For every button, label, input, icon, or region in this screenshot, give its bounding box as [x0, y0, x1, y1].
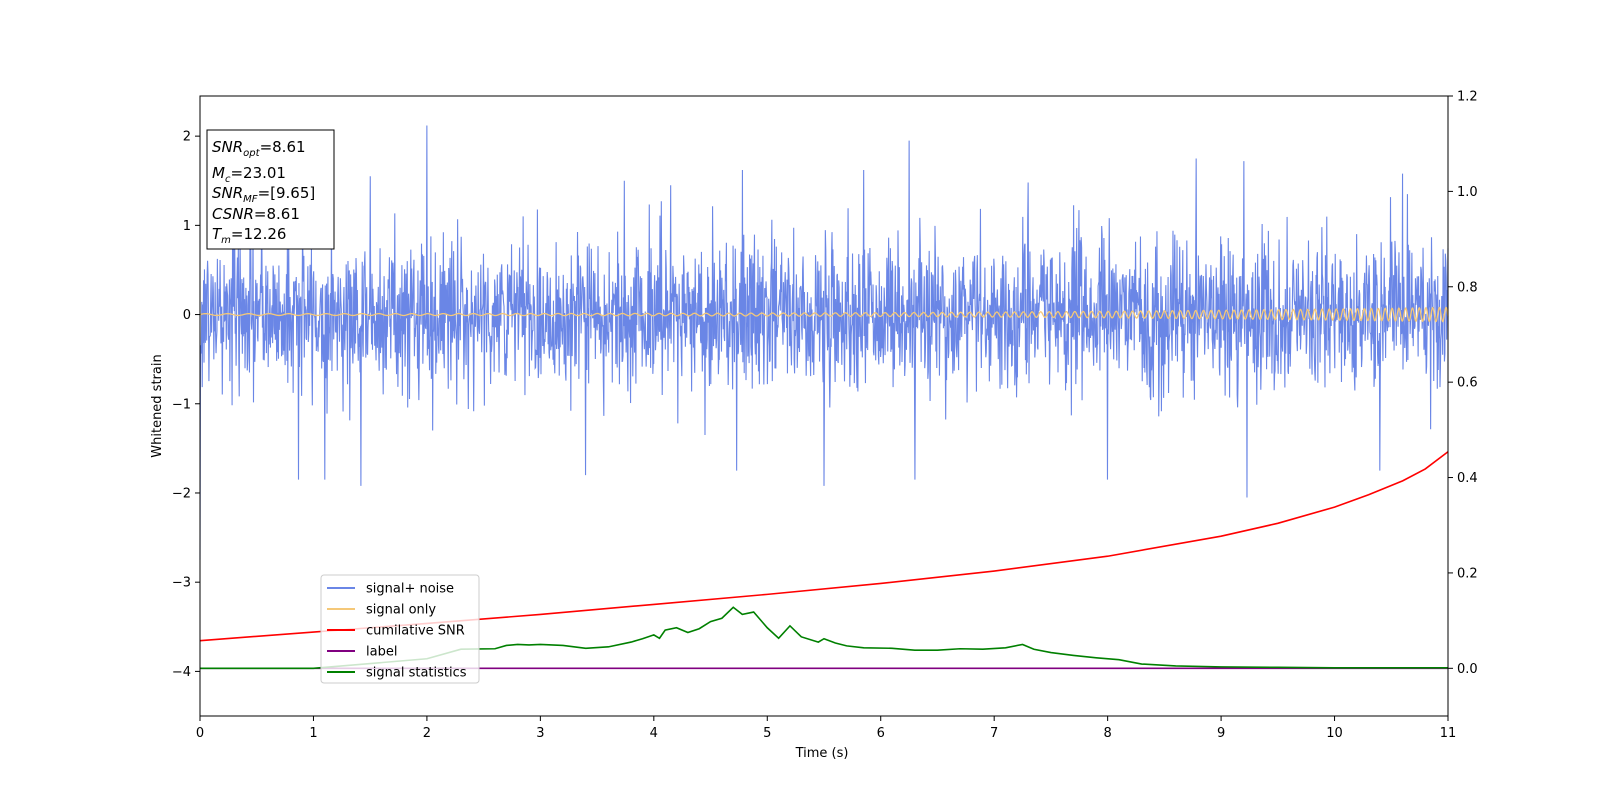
y2-tick-label: 1.2	[1457, 90, 1478, 105]
y2-tick-label: 0.8	[1457, 280, 1478, 295]
legend-label: label	[366, 645, 397, 660]
y2-tick-label: 0.6	[1457, 376, 1478, 391]
legend: signal+ noise signal only cumilative SNR la…	[320, 574, 480, 684]
y-axis-left: −4 −3 −2 −1 0 1 2	[172, 130, 200, 680]
x-tick-label: 8	[1103, 726, 1111, 741]
x-axis-label: Time (s)	[795, 746, 849, 761]
legend-label: cumilative SNR	[366, 624, 465, 639]
annotation-snr-mf: SNRMF=[9.65]	[212, 184, 315, 205]
x-tick-label: 5	[763, 726, 771, 741]
x-axis: 0 1 2 3 4 5 6 7 8 9 10 11	[196, 716, 1456, 741]
annotation-tm: Tm=12.26	[212, 225, 286, 246]
y-tick-label: −1	[172, 397, 191, 412]
x-tick-label: 10	[1326, 726, 1343, 741]
plot-frame	[199, 95, 1449, 717]
x-tick-label: 4	[650, 726, 658, 741]
y-tick-label: −2	[172, 486, 191, 501]
legend-label: signal statistics	[366, 666, 467, 681]
y2-tick-label: 0.2	[1457, 566, 1478, 581]
legend-frame	[320, 574, 480, 684]
annotation-mc: Mc=23.01	[212, 164, 286, 185]
signal-noise-layer	[199, 125, 1449, 560]
legend-label: signal+ noise	[366, 582, 454, 597]
legend-label: signal only	[366, 603, 436, 618]
x-tick-label: 6	[877, 726, 885, 741]
y-tick-label: 1	[183, 219, 191, 234]
x-tick-label: 9	[1217, 726, 1225, 741]
series-signal-statistics	[200, 606, 1448, 670]
x-tick-label: 0	[196, 726, 204, 741]
y-tick-label: −3	[172, 576, 191, 591]
y2-tick-label: 1.0	[1457, 185, 1478, 200]
x-tick-label: 7	[990, 726, 998, 741]
y-tick-label: 2	[183, 130, 191, 145]
y2-tick-label: 0.0	[1457, 662, 1478, 677]
annotation-snr-opt: SNRopt=8.61	[212, 138, 306, 159]
x-tick-label: 11	[1440, 726, 1457, 741]
series-signal-noise	[199, 125, 1449, 560]
y-tick-label: −4	[172, 665, 191, 680]
x-tick-label: 3	[536, 726, 544, 741]
x-tick-label: 1	[309, 726, 317, 741]
annotation-box: SNRopt=8.61 Mc=23.01 SNRMF=[9.65] CSNR=8…	[206, 129, 335, 250]
y-axis-right: 0.0 0.2 0.4 0.6 0.8 1.0 1.2	[1448, 90, 1478, 677]
signal-only-layer	[199, 306, 1449, 323]
annotation-csnr: CSNR=8.61	[212, 205, 300, 223]
series-cumilative-snr	[199, 451, 1449, 642]
y-tick-label: 0	[183, 308, 191, 323]
y-axis-label: Whitened strain	[150, 354, 165, 457]
x-tick-label: 2	[423, 726, 431, 741]
series-signal-only	[199, 306, 1449, 323]
y2-tick-label: 0.4	[1457, 471, 1478, 486]
